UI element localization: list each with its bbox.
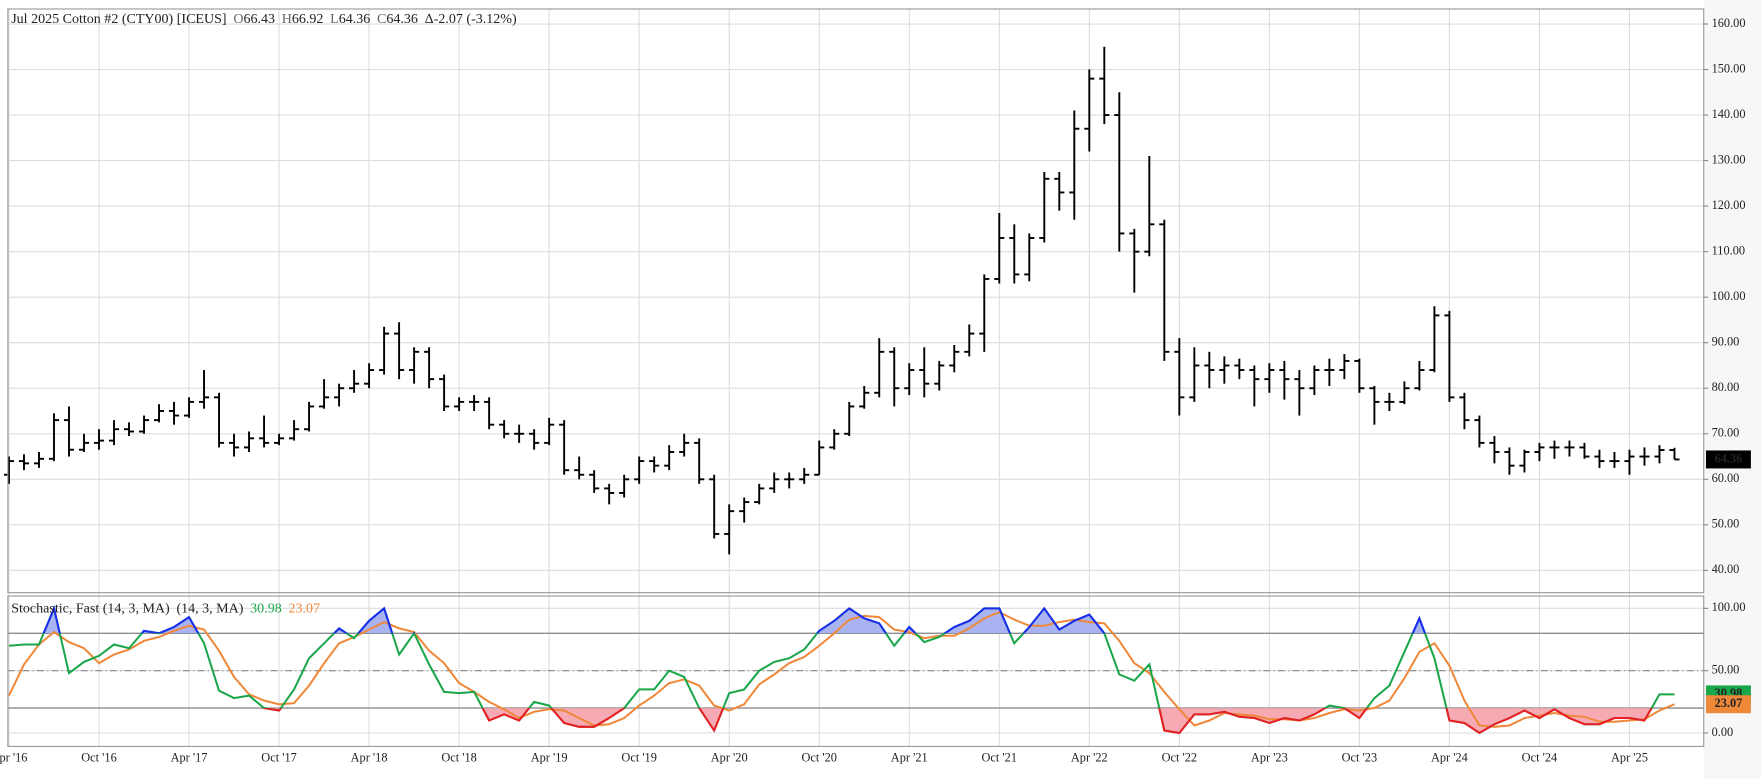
x-tick-label: Oct '22 <box>1162 751 1197 765</box>
x-tick-label: Oct '23 <box>1342 751 1377 765</box>
y-tick-label: 50.00 <box>1712 517 1740 531</box>
x-tick-label: Oct '17 <box>261 751 296 765</box>
oversold-fill <box>264 708 1652 733</box>
stochastic-panel-border <box>7 595 1705 748</box>
x-tick-label: Apr '17 <box>171 751 208 765</box>
y-tick-label: 60.00 <box>1712 471 1740 485</box>
close-label: C <box>377 11 386 27</box>
x-tick-label: Apr '22 <box>1071 751 1108 765</box>
y-tick-label: 140.00 <box>1712 107 1746 121</box>
y-tick-label: 120.00 <box>1712 198 1746 212</box>
last-price-label-box <box>1705 450 1751 469</box>
d-value: 23.07 <box>288 601 320 617</box>
axis-panel <box>1703 0 1761 779</box>
stochastic-legend: Stochastic, Fast (14, 3, MA) (14, 3, MA) 3… <box>11 601 320 617</box>
d-line <box>8 610 1675 728</box>
x-tick-label: Oct '24 <box>1522 751 1557 765</box>
x-tick-label: Apr '21 <box>891 751 928 765</box>
open-label: O <box>233 11 243 27</box>
x-tick-label: Oct '16 <box>81 751 116 765</box>
y-tick-label: 0.00 <box>1712 725 1734 739</box>
y-tick-label: 130.00 <box>1712 152 1746 166</box>
last-price-label: 64.36 <box>1715 451 1743 465</box>
x-tick-label: Apr '20 <box>711 751 748 765</box>
y-tick-label: 160.00 <box>1712 16 1746 30</box>
x-tick-label: Apr '23 <box>1251 751 1288 765</box>
open-value: 66.43 <box>243 11 275 27</box>
price-panel-border <box>7 8 1705 594</box>
price-legend: Jul 2025 Cotton #2 (CTY00) [ICEUS] O66.43… <box>11 11 517 27</box>
x-tick-label: Apr '16 <box>0 751 27 765</box>
x-tick-label: Oct '19 <box>621 751 656 765</box>
x-tick-label: Apr '25 <box>1611 751 1648 765</box>
last-d-label-box <box>1705 695 1751 714</box>
y-tick-label: 100.00 <box>1712 289 1746 303</box>
k-value: 30.98 <box>250 601 282 617</box>
y-tick-label: 100.00 <box>1712 600 1746 614</box>
low-label: L <box>330 11 339 27</box>
y-tick-label: 90.00 <box>1712 335 1740 349</box>
high-value: 66.92 <box>292 11 324 27</box>
last-d-label: 23.07 <box>1715 696 1743 710</box>
overbought-fill <box>43 608 1425 634</box>
y-tick-label: 80.00 <box>1712 380 1740 394</box>
y-tick-label: 110.00 <box>1712 243 1746 257</box>
y-tick-label: 150.00 <box>1712 61 1746 75</box>
change: Δ-2.07 (-3.12%) <box>425 11 517 27</box>
x-tick-label: Oct '18 <box>441 751 476 765</box>
low-value: 64.36 <box>339 11 371 27</box>
x-tick-label: Oct '20 <box>801 751 836 765</box>
high-label: H <box>282 11 292 27</box>
study-title: Stochastic, Fast (14, 3, MA) <box>11 601 170 617</box>
close-value: 64.36 <box>386 11 418 27</box>
y-tick-label: 40.00 <box>1712 562 1740 576</box>
y-tick-label: 70.00 <box>1712 426 1740 440</box>
y-tick-label: 50.00 <box>1712 663 1740 677</box>
k-line-overbought <box>42 605 1427 634</box>
x-tick-label: Apr '19 <box>531 751 568 765</box>
x-tick-label: Apr '24 <box>1431 751 1468 765</box>
symbol: Jul 2025 Cotton #2 (CTY00) [ICEUS] <box>11 11 226 27</box>
study-params: (14, 3, MA) <box>176 601 243 617</box>
x-tick-label: Oct '21 <box>982 751 1017 765</box>
x-tick-label: Apr '18 <box>351 751 388 765</box>
